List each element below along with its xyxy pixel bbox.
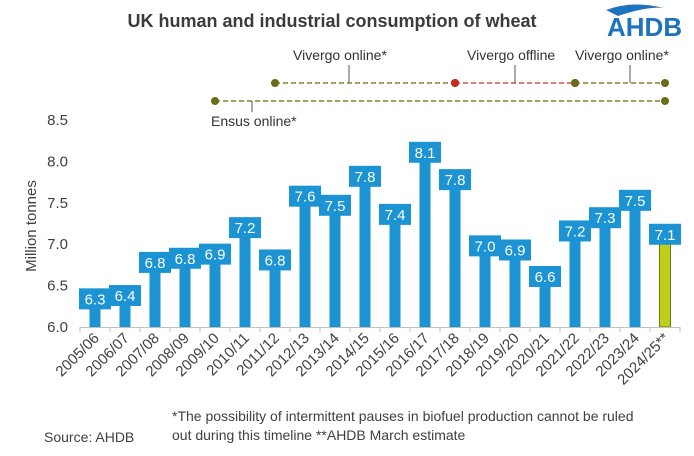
bar-2023-24 [629, 200, 641, 327]
data-label-box [589, 207, 621, 229]
timeline-label-vivergo-online-2: Vivergo online* [575, 47, 669, 63]
data-label: 7.1 [655, 227, 676, 244]
data-label-box [289, 185, 321, 207]
y-tick-label: 6.0 [47, 319, 68, 336]
data-label-box [349, 165, 381, 187]
footnote-line-2: out during this timeline **AHDB March es… [172, 427, 466, 443]
bar-2021-22 [569, 230, 581, 327]
data-label: 7.5 [325, 198, 346, 215]
bar-2010-11 [239, 227, 251, 327]
bar-2013-14 [329, 205, 341, 327]
bar-2009-10 [209, 254, 221, 327]
bar-2008-09 [179, 258, 191, 327]
bar-2006-07 [119, 295, 131, 327]
data-label: 7.2 [235, 220, 256, 237]
vivergo-online-2-end-marker [661, 79, 669, 87]
data-label: 7.8 [445, 172, 466, 189]
data-label: 7.5 [625, 193, 646, 210]
timeline-label-vivergo-offline: Vivergo offline [467, 47, 555, 63]
bar-2022-23 [599, 217, 611, 327]
bar-series: 6.3 6.4 6.8 6.8 6.9 7.2 6.8 7.6 7.5 7.8 7.4 8.1 7.8 7… [79, 141, 681, 328]
ahdb-logo: AHDB [606, 4, 682, 42]
data-label-box [499, 239, 531, 261]
bar-2012-13 [299, 196, 311, 327]
data-label-box [529, 265, 561, 287]
data-label: 6.3 [85, 291, 106, 308]
y-axis-title: Million tonnes [23, 180, 40, 272]
logo-swoosh-icon [606, 4, 664, 16]
y-tick-label: 8.0 [47, 153, 68, 170]
data-label-box [439, 169, 471, 191]
data-label-box [559, 220, 591, 242]
chart-title: UK human and industrial consumption of w… [127, 11, 536, 31]
bar-2011-12 [269, 259, 281, 327]
y-tick-label: 7.0 [47, 236, 68, 253]
bar-2005-06 [89, 298, 101, 327]
data-label: 7.6 [295, 189, 316, 206]
y-tick-label: 6.5 [47, 278, 68, 295]
y-tick-label: 7.5 [47, 195, 68, 212]
logo-text: AHDB [607, 12, 682, 42]
data-label-box [619, 189, 651, 211]
data-label-box [649, 223, 681, 245]
ensus-online-end-marker [661, 97, 669, 105]
data-label: 6.4 [115, 288, 136, 305]
bar-2017-18 [449, 179, 461, 327]
data-label-box [409, 141, 441, 163]
data-label-box [79, 288, 111, 310]
bar-2016-17 [419, 152, 431, 327]
bar-2020-21 [539, 276, 551, 327]
vivergo-online-2-start-marker [571, 79, 579, 87]
data-label: 7.8 [355, 169, 376, 186]
y-tick-label: 8.5 [47, 112, 68, 129]
vivergo-offline-start-marker [451, 79, 459, 87]
vivergo-online-1-start-marker [271, 79, 279, 87]
data-label: 8.1 [415, 145, 436, 162]
data-label: 7.3 [595, 210, 616, 227]
data-label: 6.6 [535, 269, 556, 286]
data-label: 7.4 [385, 207, 406, 224]
bar-2015-16 [389, 214, 401, 327]
data-label-box [169, 247, 201, 269]
timeline-label-ensus-online: Ensus online* [211, 113, 297, 129]
data-label-box [379, 203, 411, 225]
footnote-line-1: *The possibility of intermittent pauses … [172, 408, 634, 424]
data-label: 7.2 [565, 223, 586, 240]
data-label: 6.8 [145, 255, 166, 272]
ensus-online-start-marker [211, 97, 219, 105]
bar-2014-15 [359, 176, 371, 327]
data-label: 6.9 [505, 242, 526, 259]
data-label: 6.9 [205, 247, 226, 264]
data-label: 7.0 [475, 238, 496, 255]
data-label-box [319, 194, 351, 216]
bar-2019-20 [509, 249, 521, 327]
y-axis: 6.0 6.5 7.0 7.5 8.0 8.5 [47, 112, 68, 336]
data-label-box [259, 249, 291, 271]
data-label: 6.8 [265, 252, 286, 269]
source-note: Source: AHDB [44, 429, 134, 445]
data-label-box [109, 285, 141, 307]
timeline-label-vivergo-online-1: Vivergo online* [293, 47, 387, 63]
bar-2007-08 [149, 262, 161, 327]
x-axis: 2005/062006/072007/082008/092009/102010/… [52, 327, 681, 388]
data-label-box [469, 235, 501, 257]
data-label-box [139, 251, 171, 273]
data-label: 6.8 [175, 251, 196, 268]
bar-2018-19 [479, 245, 491, 327]
data-label-box [229, 217, 261, 239]
data-label-box [199, 243, 231, 265]
bar-2024-25- [659, 233, 671, 328]
production-timeline [211, 65, 669, 112]
